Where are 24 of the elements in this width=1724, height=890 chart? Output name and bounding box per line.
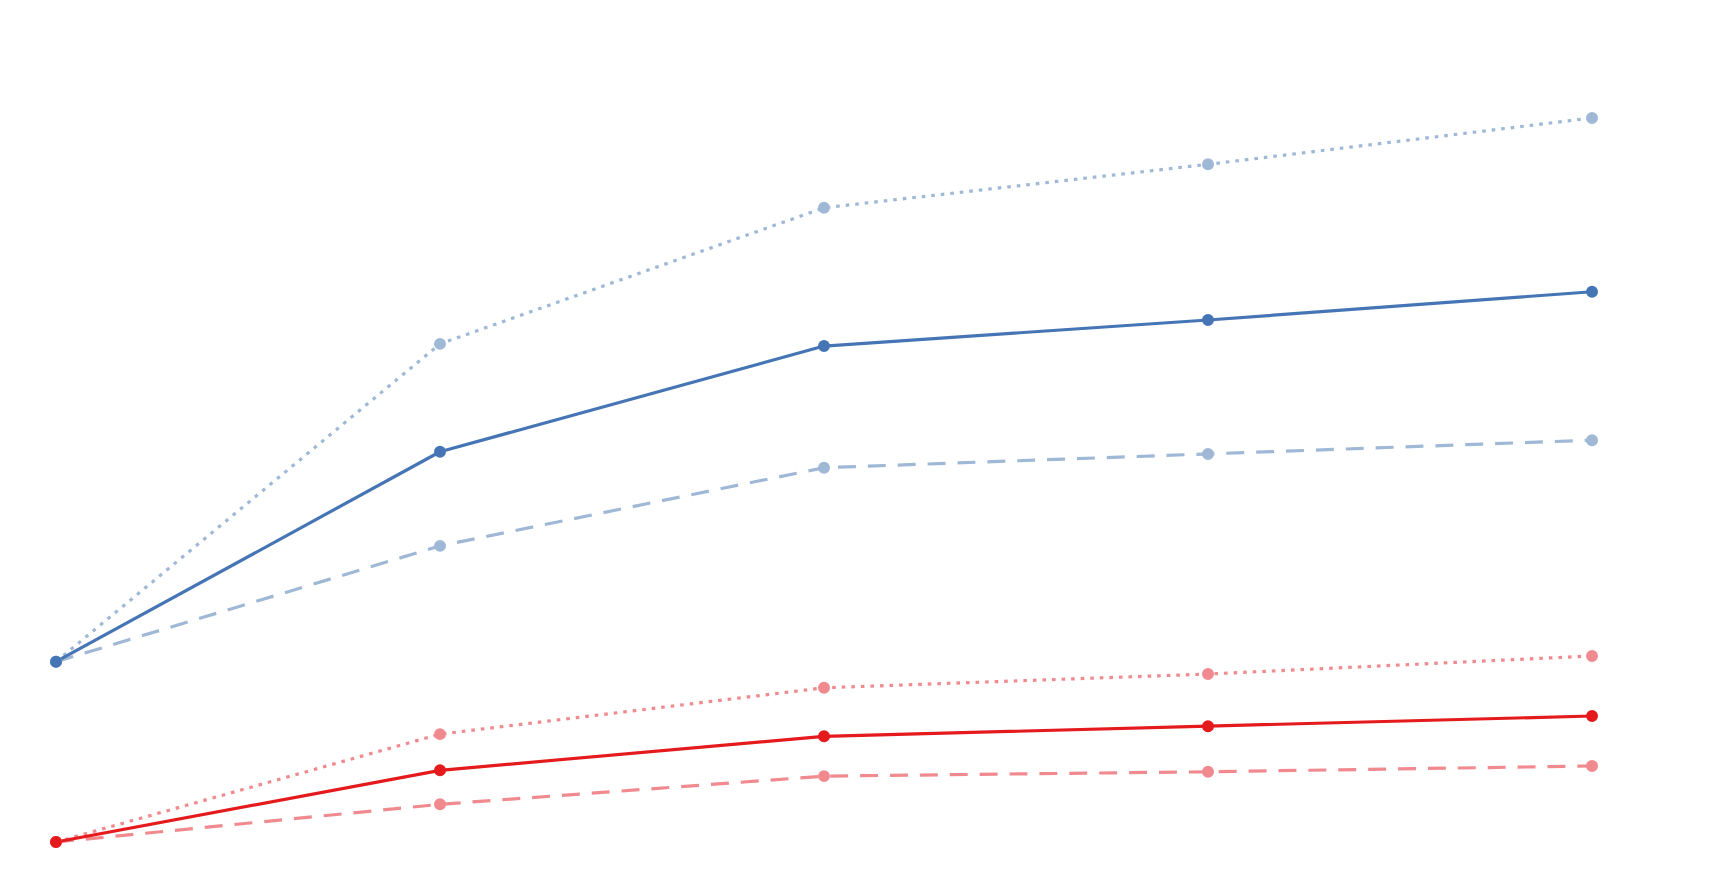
point [1202, 314, 1214, 326]
point [1586, 710, 1599, 723]
point [1586, 434, 1599, 447]
point [818, 681, 830, 694]
point [818, 730, 830, 743]
point [818, 340, 830, 353]
point [434, 445, 446, 458]
point [1202, 668, 1214, 681]
point [434, 337, 446, 350]
point [1586, 285, 1599, 298]
point [818, 201, 830, 214]
point [1202, 158, 1214, 171]
point [434, 539, 446, 552]
point [818, 461, 830, 474]
point [1586, 649, 1599, 662]
point [1586, 112, 1599, 124]
point [818, 770, 830, 783]
point [1202, 765, 1214, 778]
point [434, 764, 446, 777]
point [1586, 759, 1599, 772]
point [1202, 720, 1214, 733]
point [434, 798, 446, 811]
point [434, 728, 446, 741]
point [1202, 447, 1214, 460]
